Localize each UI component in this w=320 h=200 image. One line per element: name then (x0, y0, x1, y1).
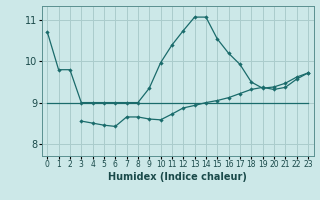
X-axis label: Humidex (Indice chaleur): Humidex (Indice chaleur) (108, 172, 247, 182)
